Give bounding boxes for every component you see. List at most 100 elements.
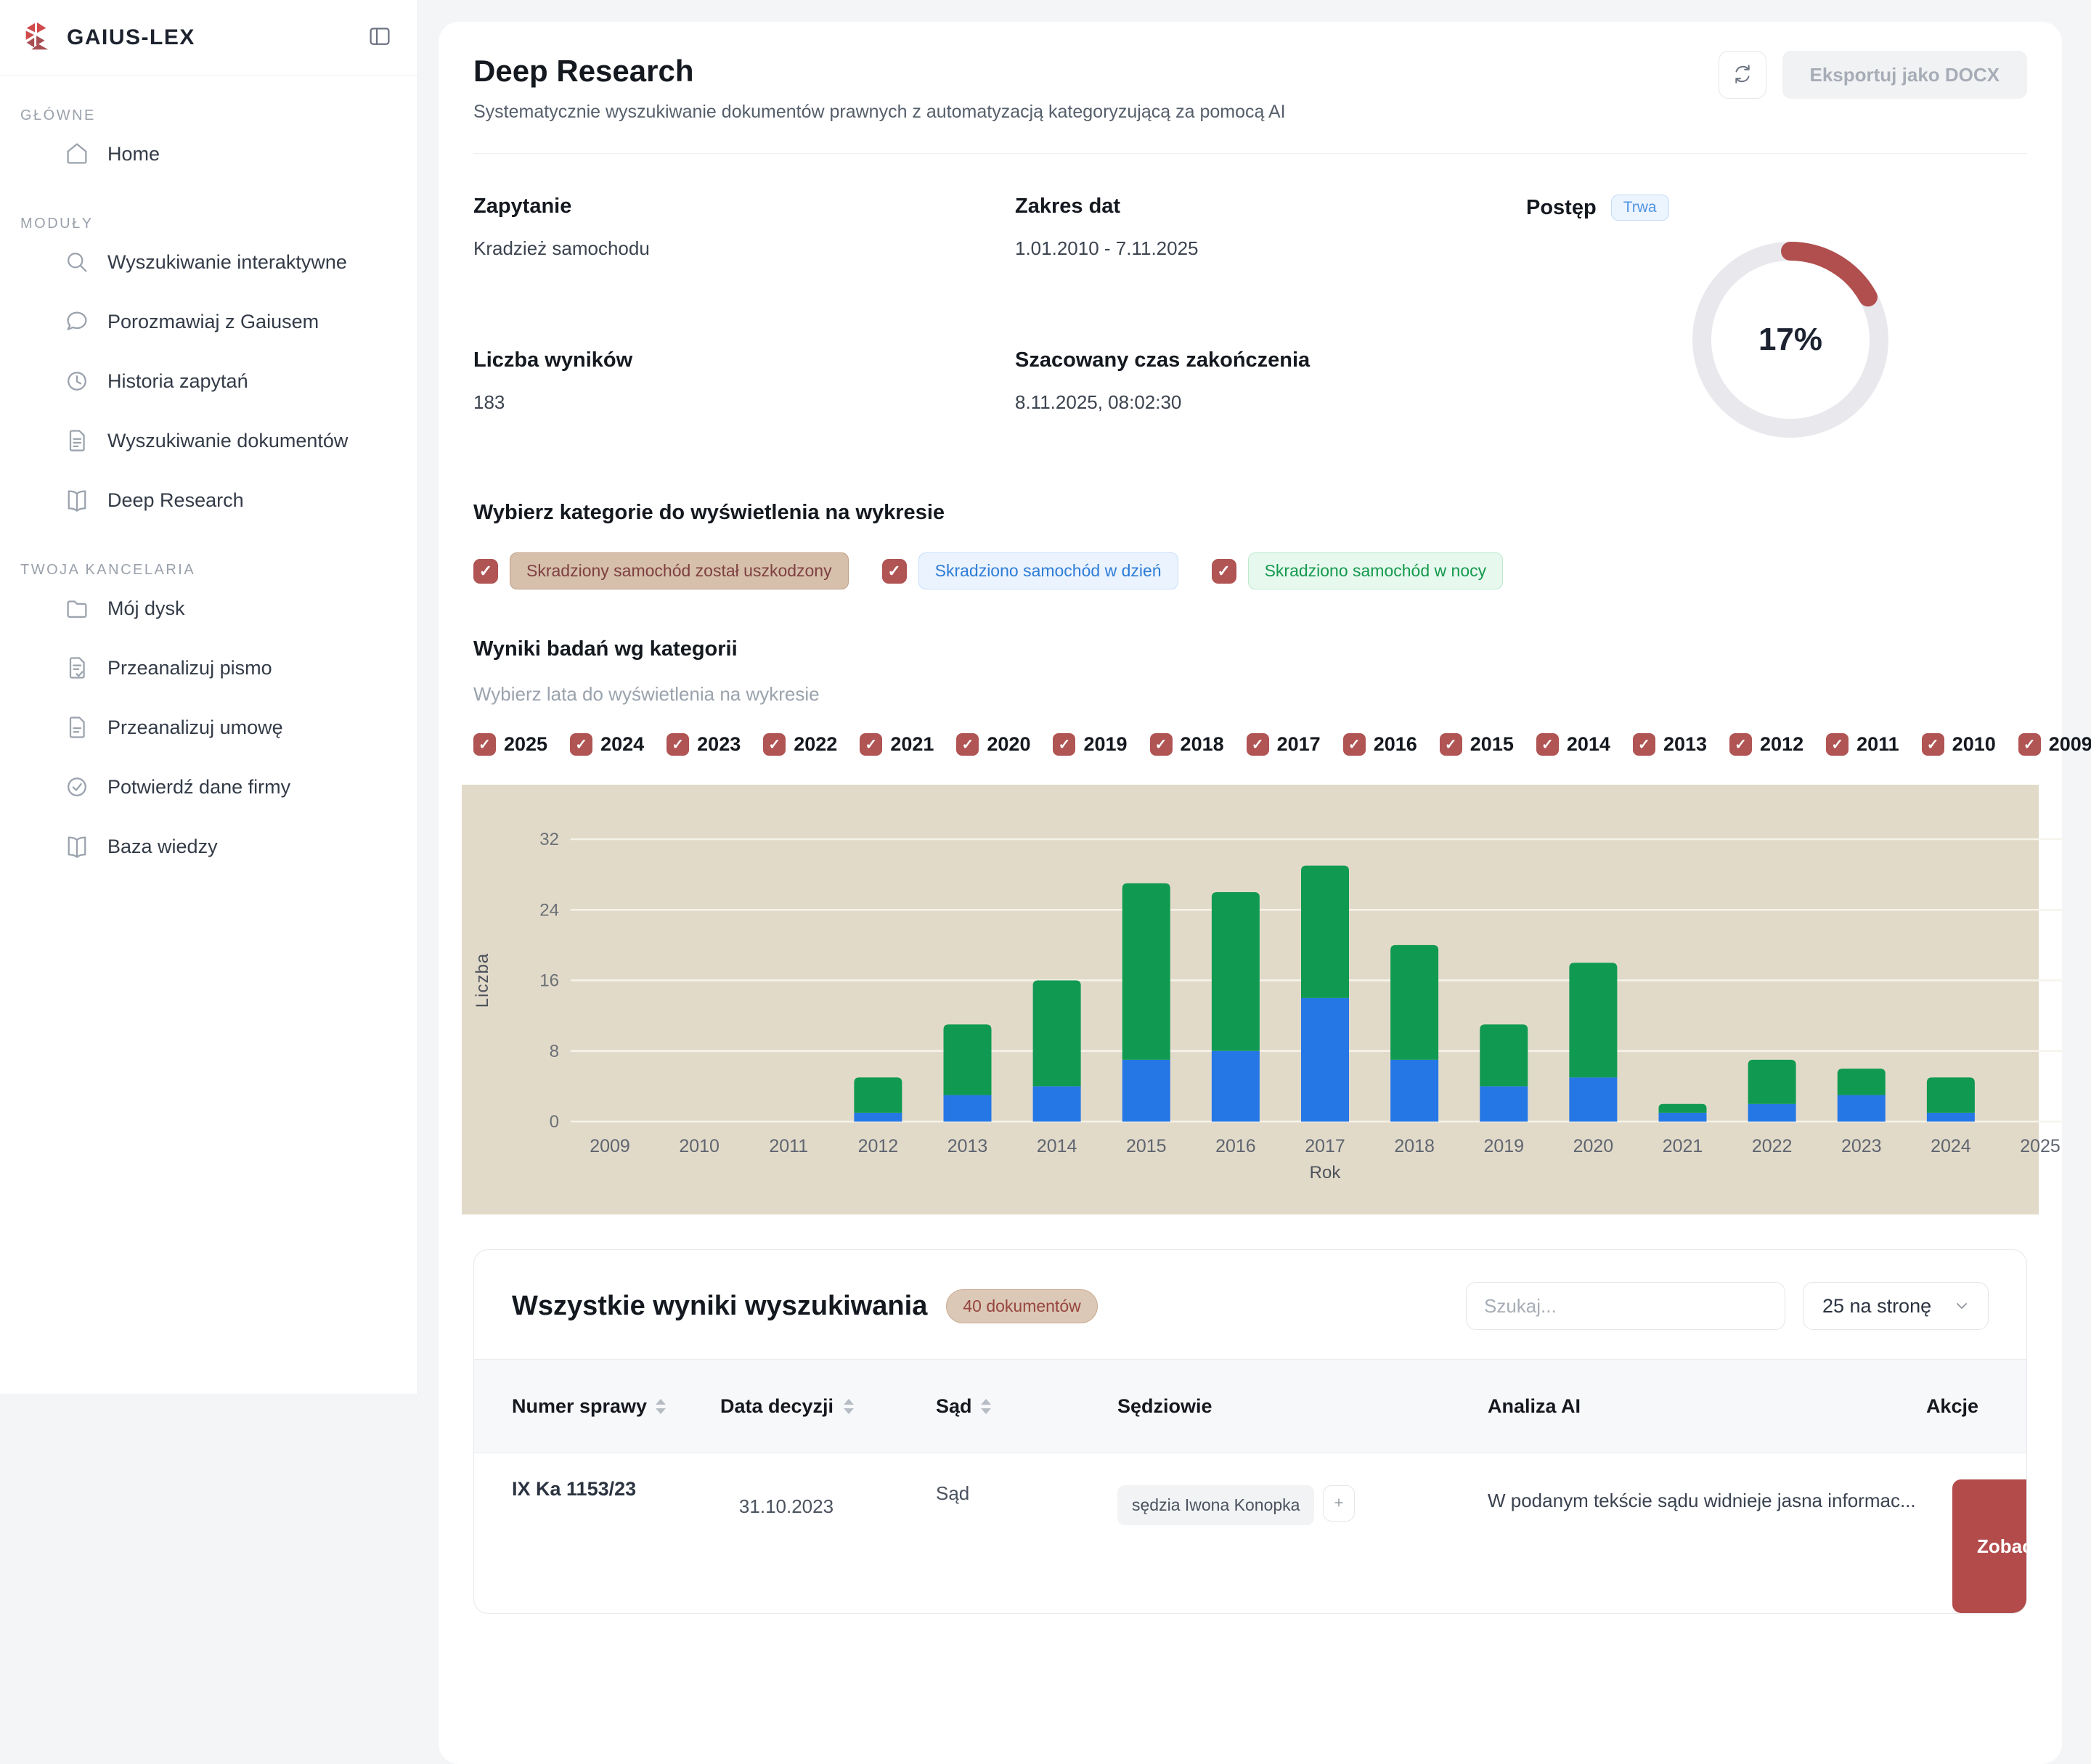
year-checkbox[interactable]: ✓ [860,733,883,756]
sidebar-item-label: Przeanalizuj pismo [107,656,272,679]
results-count-value: 183 [473,391,505,413]
category-checkbox[interactable]: ✓ [473,558,498,584]
svg-text:24: 24 [539,900,559,920]
sidebar-item-label: Wyszukiwanie dokumentów [107,429,348,452]
folder-icon [64,595,90,621]
column-header-numer-sprawy[interactable]: Numer sprawy [474,1360,670,1453]
category-checkbox[interactable]: ✓ [881,558,907,584]
year-filter-row: ✓ 2025 ✓ 2024 ✓ 2023 ✓ 2022 ✓ 2021 ✓ 2020 ✓ 2019 ✓ 2018… [473,733,2091,756]
year-filter-2021: ✓ 2021 [860,733,934,756]
year-checkbox[interactable]: ✓ [956,733,979,756]
results-count-field: Liczba wyników 183 [473,348,1015,449]
sidebar-item-wyszukiwanie-dokument-w[interactable]: Wyszukiwanie dokumentów [0,411,417,470]
year-checkbox[interactable]: ✓ [2018,733,2041,756]
svg-text:2019: 2019 [1483,1136,1524,1156]
year-checkbox[interactable]: ✓ [1632,733,1655,756]
year-checkbox[interactable]: ✓ [1536,733,1559,756]
query-field: Zapytanie Kradzież samochodu [473,195,1015,295]
progress-percent: 17% [1758,322,1823,357]
table-row: IX Ka 1153/23 31.10.2023 Sąd sędzia Iwon… [474,1453,2026,1614]
sidebar-item-home[interactable]: Home [0,124,417,184]
page-header: Deep Research Systematycznie wyszukiwani… [473,51,2027,154]
category-chip: Skradziono samochód w dzień [918,552,1178,589]
year-checkbox[interactable]: ✓ [1921,733,1944,756]
sidebar-item-historia-zapyta[interactable]: Historia zapytań [0,351,417,411]
sidebar-item-porozmawiaj-z-gaiusem[interactable]: Porozmawiaj z Gaiusem [0,292,417,351]
sidebar-collapse-button[interactable] [362,20,397,55]
svg-text:16: 16 [539,971,559,991]
results-title: Wszystkie wyniki wyszukiwania [512,1290,928,1321]
eta-field: Szacowany czas zakończenia 8.11.2025, 08… [1015,348,1526,449]
year-checkbox[interactable]: ✓ [667,733,690,756]
year-label: 2014 [1566,733,1610,755]
sidebar-item-wyszukiwanie-interaktywne[interactable]: Wyszukiwanie interaktywne [0,232,417,292]
year-label: 2022 [794,733,838,755]
chat-icon [64,309,90,335]
progress-section: Postęp Trwa 17% [1526,195,2027,449]
year-checkbox[interactable]: ✓ [570,733,593,756]
year-checkbox[interactable]: ✓ [1729,733,1753,756]
sidebar-item-potwierd-dane-firmy[interactable]: Potwierdź dane firmy [0,757,417,817]
year-filter-2023: ✓ 2023 [667,733,741,756]
clock-icon [64,368,90,394]
brand-name: GAIUS-LEX [67,25,195,49]
sidebar-item-m-j-dysk[interactable]: Mój dysk [0,579,417,638]
sidebar-item-deep-research[interactable]: Deep Research [0,470,417,530]
sort-icon [844,1398,854,1414]
year-checkbox[interactable]: ✓ [1149,733,1173,756]
year-filter-2018: ✓ 2018 [1149,733,1224,756]
year-checkbox[interactable]: ✓ [1246,733,1269,756]
sidebar: GAIUS-LEX GŁÓWNE Home MODUŁY Wyszukiwanie i… [0,0,418,1394]
check-circle-icon [64,774,90,800]
view-button[interactable]: Zobacz [1952,1479,2026,1614]
column-header-label: Sąd [936,1395,972,1417]
column-header-data-decyzji[interactable]: Data decyzji [670,1360,902,1453]
column-header-akcje: Akcje [1919,1360,2026,1453]
year-checkbox[interactable]: ✓ [1439,733,1462,756]
year-filter-2014: ✓ 2014 [1536,733,1610,756]
year-checkbox[interactable]: ✓ [1053,733,1076,756]
progress-status-badge: Trwa [1610,195,1669,221]
year-filter-2011: ✓ 2011 [1826,733,1899,756]
svg-text:2025: 2025 [2020,1136,2061,1156]
sidebar-item-label: Historia zapytań [107,369,248,392]
refresh-button[interactable] [1718,51,1766,99]
export-docx-button[interactable]: Eksportuj jako DOCX [1782,51,2027,99]
file-text-icon [64,428,90,454]
eta-label: Szacowany czas zakończenia [1015,348,1311,372]
date-range-label: Zakres dat [1015,195,1121,218]
home-icon [64,141,90,167]
decision-date-cell: 31.10.2023 [738,1495,834,1518]
file-icon [64,714,90,740]
sort-icon [656,1398,667,1414]
year-checkbox[interactable]: ✓ [473,733,496,756]
year-filter-2013: ✓ 2013 [1632,733,1707,756]
column-header-label: Akcje [1925,1395,1978,1417]
year-filter-2012: ✓ 2012 [1729,733,1803,756]
case-number-cell: IX Ka 1153/23 [512,1478,637,1500]
sidebar-section-label: TWOJA KANCELARIA [20,562,196,578]
year-checkbox[interactable]: ✓ [1826,733,1849,756]
column-header-label: Analiza AI [1488,1395,1581,1417]
sidebar-header: GAIUS-LEX [0,0,417,75]
category-checkbox[interactable]: ✓ [1211,558,1236,584]
judge-expand-button[interactable] [1323,1485,1356,1522]
svg-text:2022: 2022 [1752,1136,1793,1156]
file-check-icon [64,655,90,681]
column-header-s-d[interactable]: Sąd [902,1360,1084,1453]
sidebar-item-przeanalizuj-umow[interactable]: Przeanalizuj umowę [0,698,417,757]
year-filter-2017: ✓ 2017 [1246,733,1321,756]
svg-text:2011: 2011 [769,1136,808,1156]
sidebar-item-baza-wiedzy[interactable]: Baza wiedzy [0,817,417,876]
court-cell: Sąd [936,1482,970,1505]
year-checkbox[interactable]: ✓ [763,733,786,756]
search-input[interactable] [1466,1282,1785,1330]
svg-text:Rok: Rok [1310,1163,1342,1183]
svg-text:2012: 2012 [858,1136,899,1156]
page-size-select[interactable]: 25 na stronę [1803,1282,1989,1330]
date-range-field: Zakres dat 1.01.2010 - 7.11.2025 [1015,195,1526,295]
page-subtitle: Systematycznie wyszukiwanie dokumentów p… [473,102,1286,122]
year-checkbox[interactable]: ✓ [1342,733,1366,756]
sidebar-item-przeanalizuj-pismo[interactable]: Przeanalizuj pismo [0,638,417,698]
main-card: Deep Research Systematycznie wyszukiwani… [439,22,2091,1764]
